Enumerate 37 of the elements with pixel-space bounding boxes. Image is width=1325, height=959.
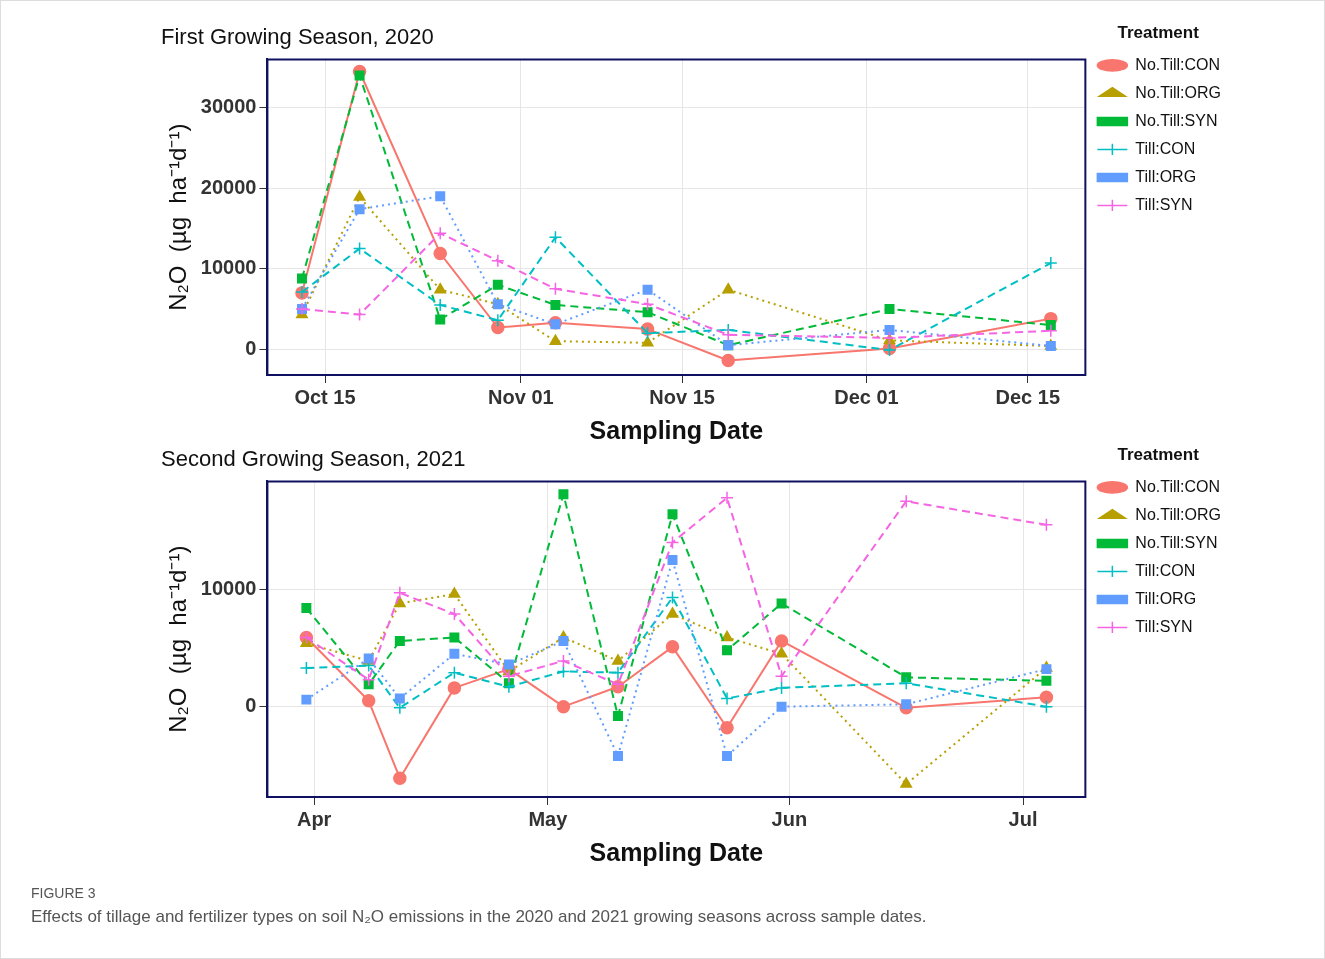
x-tick-label: Dec 01 bbox=[834, 385, 899, 408]
x-axis-title: Sampling Date bbox=[589, 415, 764, 444]
x-tick-label: May bbox=[528, 807, 569, 830]
y-tick-label: 20000 bbox=[200, 175, 257, 198]
x-tick-label: Nov 01 bbox=[488, 385, 554, 408]
x-tick-label: Jul bbox=[1008, 807, 1038, 830]
y-axis-title: N₂O (µg ha⁻¹d⁻¹) bbox=[164, 545, 192, 733]
legend-label: Till:ORG bbox=[1135, 589, 1197, 607]
chart-title: First Growing Season, 2020 bbox=[161, 24, 434, 50]
chart-title: Second Growing Season, 2021 bbox=[161, 446, 466, 472]
legend-label: Till:CON bbox=[1135, 139, 1196, 157]
legend-label: Till:SYN bbox=[1135, 195, 1193, 213]
y-tick-label: 0 bbox=[245, 336, 257, 359]
legend-label: Till:CON bbox=[1135, 561, 1196, 579]
y-tick-label: 30000 bbox=[200, 95, 257, 118]
legend-title: Treatment bbox=[1117, 23, 1200, 43]
x-axis-title: Sampling Date bbox=[589, 837, 764, 866]
legend-label: No.Till:SYN bbox=[1135, 111, 1218, 129]
y-axis-title: N₂O (µg ha⁻¹d⁻¹) bbox=[164, 123, 192, 311]
text: Effects of tillage and fertilizer types on soil N₂O emissions in the 2020 and 2021 growing seasons across sample dates. bbox=[31, 907, 927, 927]
legend-label: No.Till:CON bbox=[1135, 55, 1221, 73]
x-tick-label: Oct 15 bbox=[294, 385, 356, 408]
legend-label: No.Till:CON bbox=[1135, 477, 1221, 495]
x-tick-label: Dec 15 bbox=[995, 385, 1061, 408]
y-tick-label: 0 bbox=[245, 694, 257, 717]
legend-label: Till:SYN bbox=[1135, 617, 1193, 635]
x-tick-label: Nov 15 bbox=[649, 385, 715, 408]
y-tick-label: 10000 bbox=[200, 256, 257, 279]
caption: FIGURE 3 bbox=[31, 885, 97, 901]
legend-label: Till:ORG bbox=[1135, 167, 1197, 185]
y-tick-label: 10000 bbox=[200, 576, 257, 599]
legend-label: No.Till:ORG bbox=[1135, 83, 1222, 101]
legend-title: Treatment bbox=[1117, 445, 1200, 465]
x-tick-label: Jun bbox=[771, 807, 808, 830]
legend-label: No.Till:ORG bbox=[1135, 505, 1222, 523]
legend-label: No.Till:SYN bbox=[1135, 533, 1218, 551]
x-tick-label: Apr bbox=[296, 807, 332, 830]
